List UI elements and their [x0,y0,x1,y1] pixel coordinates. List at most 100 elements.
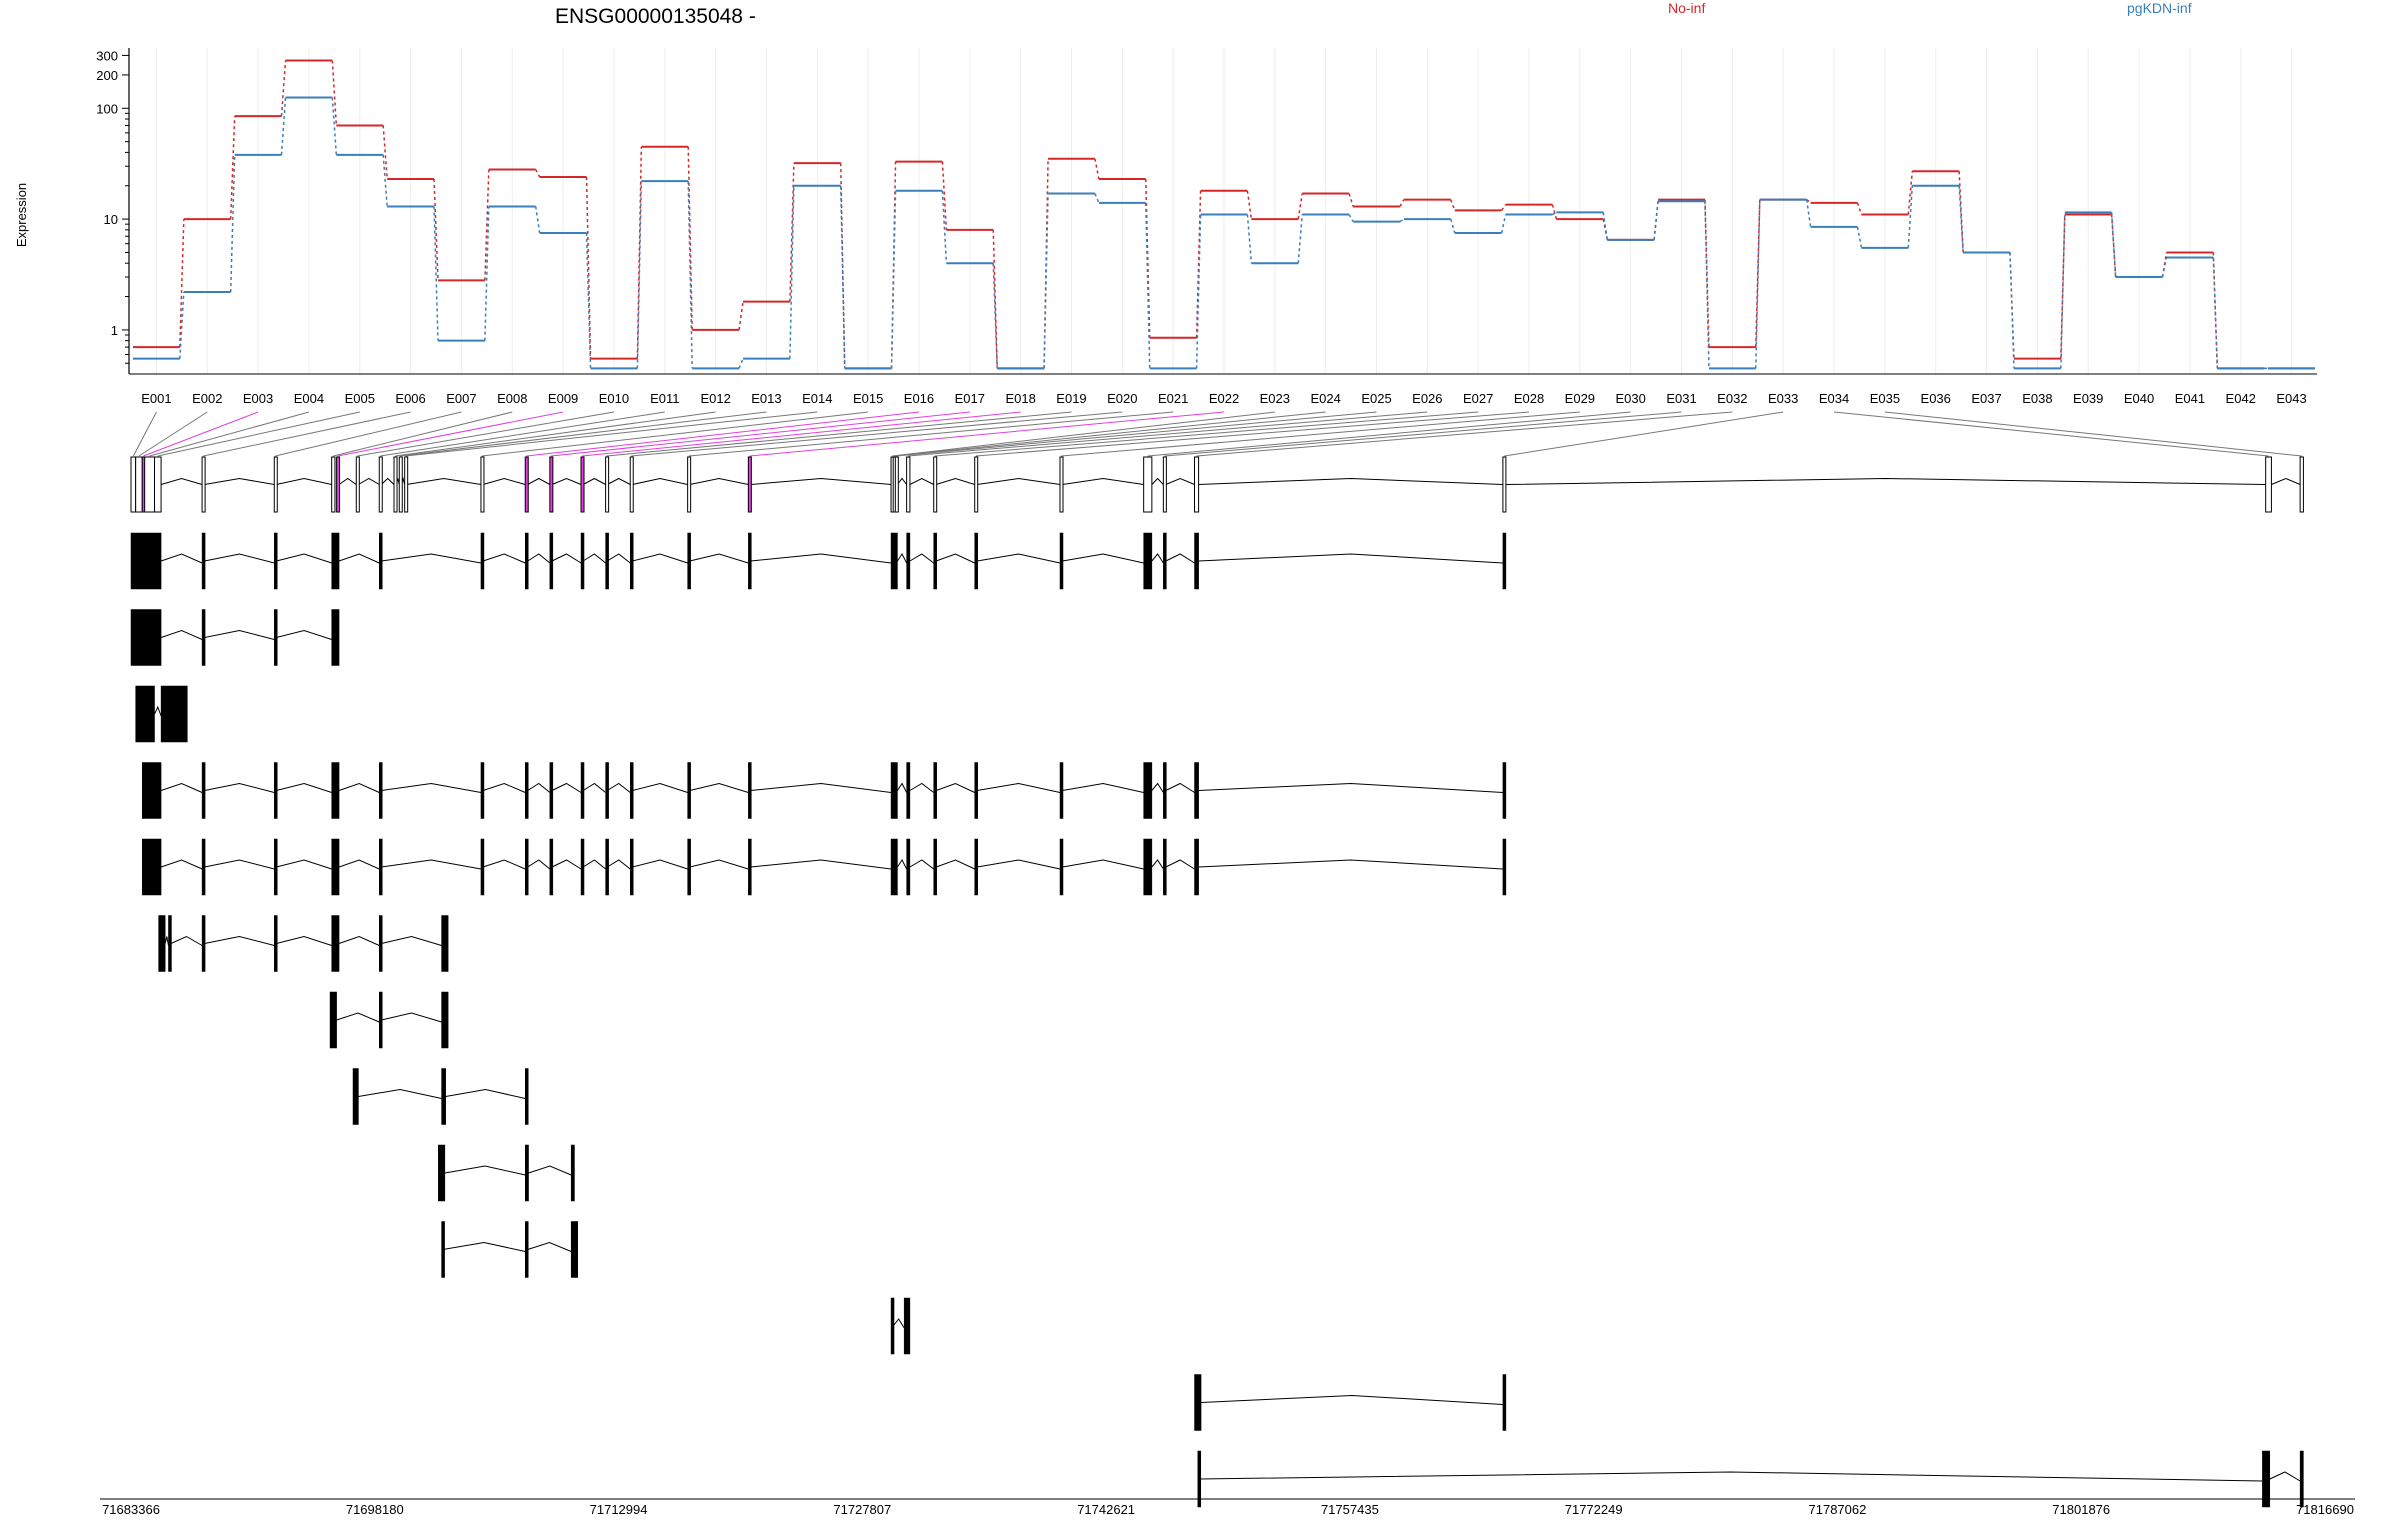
transcript-track [130,609,340,666]
intron-line [1165,782,1195,793]
series-step [433,206,439,341]
intron-line [750,477,892,485]
intron-line [381,782,482,793]
intron-line [527,1241,572,1252]
transcript-exon [1194,532,1199,590]
series-step [229,116,236,220]
series-step [1297,193,1303,220]
transcript-exon [748,532,752,590]
series-step [890,190,897,369]
exon-label: E039 [2073,391,2103,406]
intron-line [170,935,203,946]
coordinate-tick-label: 71757435 [1321,1502,1379,1517]
coordinate-tick-label: 71727807 [833,1502,891,1517]
y-tick-label: 100 [96,101,118,116]
intron-line [276,553,332,564]
transcript-exon [629,838,634,896]
exon-label: E021 [1158,391,1188,406]
transcript-exon [903,1297,911,1355]
intron-line [977,782,1061,793]
series-step [1805,199,1812,228]
intron-line [750,859,892,870]
series-pgKDN-inf [133,96,2315,370]
series-step [1653,201,1659,240]
transcript-exon [2262,1450,2271,1508]
exon-box [331,456,336,513]
exon-label: E013 [751,391,781,406]
exon-label: E012 [700,391,730,406]
intron-line [482,782,526,793]
transcript-track [329,991,449,1049]
transcript-track [438,1144,575,1202]
intron-line [154,705,162,717]
transcript-exon [274,762,278,819]
exon-connector [400,411,767,457]
intron-line [160,629,203,640]
exon-box [1059,456,1064,513]
transcript-exon [352,1068,359,1125]
transcript-track [890,1297,911,1355]
intron-line [1199,1471,2263,1482]
intron-line [750,553,892,564]
exon-box [524,456,529,513]
transcript-exon [201,915,206,972]
intron-line [164,936,169,946]
exon-label: E007 [446,391,476,406]
y-tick-label: 200 [96,68,118,83]
intron-line [897,859,908,870]
intron-line [204,782,275,793]
exon-connector [896,411,1377,457]
y-tick-label: 10 [104,212,118,227]
exon-label: E015 [853,391,883,406]
intron-line [632,477,688,485]
transcript-exon [379,991,383,1049]
intron-line [442,1241,526,1252]
transcript-exon [130,532,162,590]
intron-line [689,782,749,793]
transcript-track [441,1221,578,1278]
transcript-exon [480,838,485,896]
intron-line [977,859,1061,870]
transcript-exon [605,532,609,590]
series-step [1094,193,1100,204]
transcript-exon [906,838,911,896]
exon-connector [143,411,259,457]
series-step [1552,211,1557,216]
exon-box [135,456,143,513]
intron-line [276,859,332,870]
exon-label: E031 [1666,391,1696,406]
series-step [1500,214,1507,234]
series-step [1297,214,1304,264]
transcript-exon [379,532,383,590]
series-step [1450,199,1456,211]
intron-line [750,782,892,793]
intron-line [1198,782,1503,793]
exon-label: E042 [2226,391,2256,406]
exon-label: E002 [192,391,222,406]
intron-line [482,553,526,564]
intron-line [1201,1394,1503,1405]
transcript-track [130,532,1507,590]
intron-line [582,782,606,793]
exon-label: E029 [1565,391,1595,406]
intron-line [977,553,1061,564]
series-step [280,97,287,155]
intron-line [338,553,380,564]
transcript-exon [480,532,485,590]
transcript-exon [1194,1374,1202,1431]
exon-label: E001 [141,391,171,406]
exon-connector [157,411,360,457]
exon-label: E010 [599,391,629,406]
series-step [992,229,998,369]
exon-box [398,456,403,513]
legend-pgkdn-inf: pgKDN-inf [2127,0,2192,16]
intron-line [482,477,526,485]
transcript-exon [379,762,383,819]
intron-line [892,1318,905,1329]
transcript-exon [135,685,155,743]
transcript-exon [1163,762,1167,819]
exon-label: E009 [548,391,578,406]
exon-label: E041 [2175,391,2205,406]
intron-line [1151,859,1164,870]
transcript-exon [933,762,937,819]
